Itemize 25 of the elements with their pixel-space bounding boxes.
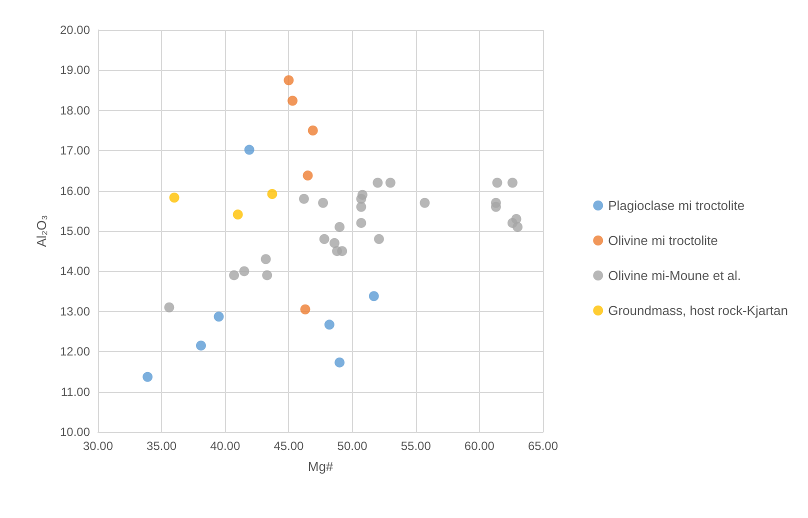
y-tick-label: 11.00 bbox=[60, 384, 90, 399]
legend-label: Groundmass, host rock-Kjartan bbox=[608, 303, 788, 318]
x-tick-label: 65.00 bbox=[528, 439, 558, 453]
x-tick-label: 55.00 bbox=[400, 439, 432, 453]
x-tick-label: 30.00 bbox=[82, 439, 114, 453]
y-tick-label: 18.00 bbox=[60, 103, 90, 118]
x-tick-label: 35.00 bbox=[146, 439, 177, 453]
y-tick-label: 10.00 bbox=[60, 425, 90, 439]
y-tick-label: 13.00 bbox=[60, 304, 90, 318]
x-tick-label: 45.00 bbox=[274, 439, 304, 453]
y-tick-label: 17.00 bbox=[60, 144, 90, 158]
x-tick-label: 40.00 bbox=[210, 439, 240, 453]
y-tick-label: 14.00 bbox=[60, 264, 90, 278]
x-tick-label: 60.00 bbox=[464, 439, 495, 453]
y-tick-label: 19.00 bbox=[60, 63, 90, 78]
y-tick-label: 20.00 bbox=[60, 23, 90, 37]
y-tick-label: 16.00 bbox=[60, 184, 90, 198]
x-axis-title: Mg# bbox=[308, 459, 334, 474]
x-tick-label: 50.00 bbox=[337, 439, 368, 453]
legend-label: Plagioclase mi troctolite bbox=[608, 198, 745, 213]
y-axis-title: Al₂O₃ bbox=[34, 214, 49, 248]
legend-label: Olivine mi troctolite bbox=[608, 233, 718, 248]
legend-label: Olivine mi-Moune et al. bbox=[608, 268, 742, 283]
y-tick-label: 15.00 bbox=[60, 224, 90, 238]
y-tick-label: 12.00 bbox=[60, 344, 90, 359]
